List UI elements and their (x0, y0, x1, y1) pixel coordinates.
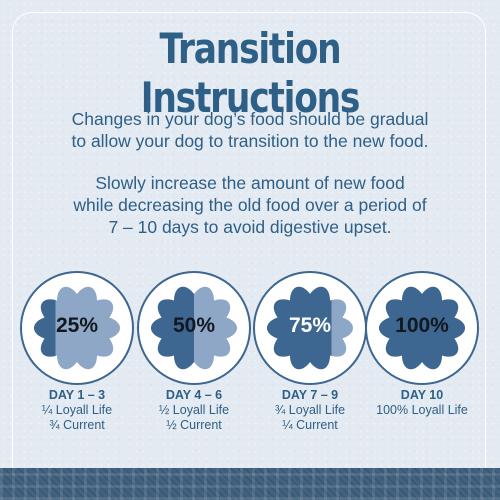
stage-line-1: ¼ Loyall Life (41, 403, 113, 417)
stage-3-graphic: 75% (252, 270, 368, 386)
stage-percent: 100% (395, 314, 449, 337)
stage-4-flower-icon (365, 271, 479, 385)
stage-4-caption: DAY 10 100% Loyall Life (352, 388, 492, 418)
stage-day: DAY 7 – 9 (281, 388, 339, 402)
stage-day: DAY 10 (400, 388, 444, 402)
stage-2-flower-icon (137, 271, 251, 385)
stage-percent: 25% (55, 314, 99, 337)
intro-line: to allow your dog to transition to the n… (71, 131, 429, 151)
stage-4-graphic: 100% (364, 270, 480, 386)
stage-line-1: 100% Loyall Life (376, 403, 468, 417)
stage-day: DAY 4 – 6 (165, 388, 223, 402)
stage-1-caption: DAY 1 – 3 ¼ Loyall Life ¾ Current (7, 388, 147, 433)
instruction-line: 7 – 10 days to avoid digestive upset. (108, 217, 392, 237)
background-card (0, 0, 500, 468)
stage-1-flower-icon (20, 271, 134, 385)
stage-3-flower-icon (253, 271, 367, 385)
stage-line-2: ¾ Current (49, 418, 105, 432)
stage-2-caption: DAY 4 – 6 ½ Loyall Life ½ Current (124, 388, 264, 433)
instruction-line: Slowly increase the amount of new food (95, 173, 405, 193)
page-title: Transition Instructions (140, 24, 361, 122)
stage-line-2: ¼ Current (282, 418, 338, 432)
stage-1-graphic: 25% (19, 270, 135, 386)
stage-line-1: ¾ Loyall Life (274, 403, 346, 417)
instruction-paragraph: Slowly increase the amount of new food w… (30, 172, 470, 238)
stage-line-1: ½ Loyall Life (158, 403, 230, 417)
instruction-line: while decreasing the old food over a per… (73, 195, 427, 215)
intro-line: Changes in your dog’s food should be gra… (71, 109, 429, 129)
stage-day: DAY 1 – 3 (48, 388, 106, 402)
plaid-border-strip (0, 468, 500, 500)
intro-paragraph: Changes in your dog’s food should be gra… (30, 108, 470, 152)
inner-frame (12, 12, 486, 482)
stage-percent: 50% (172, 314, 216, 337)
stage-line-2: ½ Current (166, 418, 222, 432)
stage-3-caption: DAY 7 – 9 ¾ Loyall Life ¼ Current (240, 388, 380, 433)
stage-2-graphic: 50% (136, 270, 252, 386)
stage-percent: 75% (288, 314, 332, 337)
